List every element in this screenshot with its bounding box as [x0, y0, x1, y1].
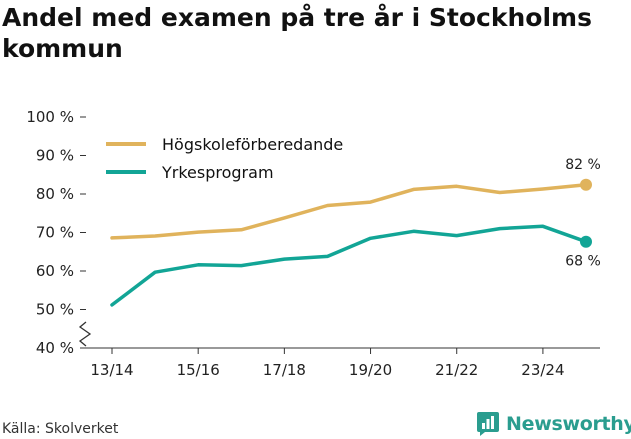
legend: Högskoleförberedande Yrkesprogram	[106, 135, 343, 182]
y-axis: 40 % 50 % 60 % 70 % 80 % 90 % 100 %	[26, 108, 92, 357]
y-tick-label: 50 %	[36, 301, 74, 319]
legend-label-2: Yrkesprogram	[161, 163, 274, 182]
legend-label-1: Högskoleförberedande	[162, 135, 343, 154]
y-tick-label: 60 %	[36, 262, 74, 280]
brand-logo: Newsworthy	[476, 410, 631, 438]
y-tick-label: 100 %	[26, 108, 74, 126]
y-tick-label: 70 %	[36, 224, 74, 242]
x-tick-label: 17/18	[263, 361, 306, 379]
x-tick-label: 13/14	[90, 361, 133, 379]
chart-title: Andel med examen på tre år i Stockholms …	[2, 3, 592, 63]
x-axis: 13/14 15/16 17/18 19/20 21/22 23/24	[80, 347, 600, 379]
series-end-marker-2	[580, 235, 592, 248]
series-line-2	[110, 224, 588, 307]
x-tick-label: 21/22	[435, 361, 478, 379]
brand-name: Newsworthy	[506, 413, 631, 435]
series-layer: 82 % 68 %	[110, 157, 601, 307]
series-end-label-2: 68 %	[565, 254, 601, 270]
y-tick-label: 80 %	[36, 185, 74, 203]
x-tick-label: 19/20	[349, 361, 392, 379]
series-line-1	[110, 183, 588, 240]
newsworthy-logo-icon	[477, 412, 499, 436]
y-tick-label: 40 %	[36, 339, 74, 357]
x-tick-label: 23/24	[521, 361, 564, 379]
source-note: Källa: Skolverket	[2, 421, 119, 437]
y-tick-label: 90 %	[36, 147, 74, 165]
series-end-label-1: 82 %	[565, 157, 601, 173]
axis-break-icon	[78, 321, 92, 347]
series-end-marker-1	[580, 178, 592, 191]
x-tick-label: 15/16	[177, 361, 220, 379]
